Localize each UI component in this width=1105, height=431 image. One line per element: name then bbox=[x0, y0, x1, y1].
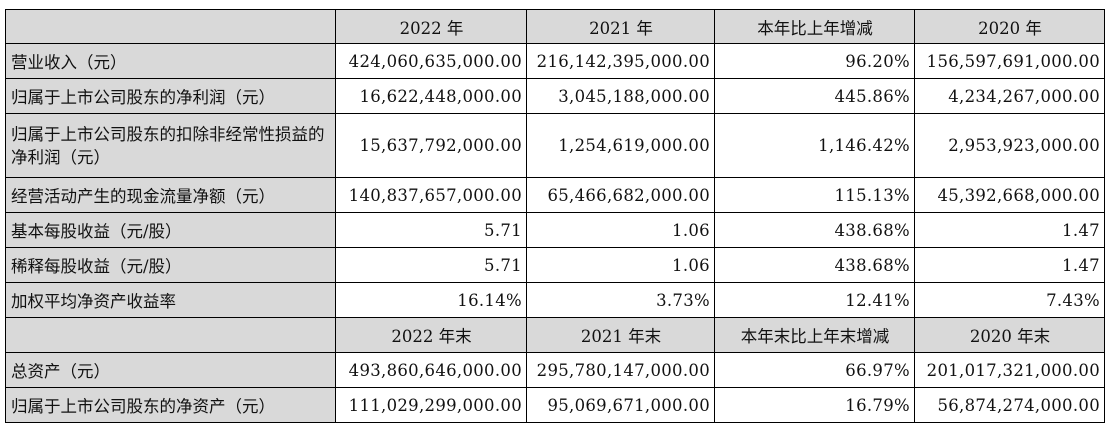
row-label: 归属于上市公司股东的净利润（元） bbox=[5, 78, 336, 114]
table-row: 营业收入（元） 424,060,635,000.00 216,142,395,0… bbox=[5, 43, 1105, 79]
column-header: 2022 年末 bbox=[335, 317, 527, 353]
cell-2021: 216,142,395,000.00 bbox=[526, 43, 715, 79]
row-label: 基本每股收益（元/股） bbox=[5, 212, 336, 248]
cell-2022: 140,837,657,000.00 bbox=[335, 177, 527, 213]
cell-2020: 1.47 bbox=[914, 247, 1105, 283]
cell-change: 96.20% bbox=[714, 43, 915, 79]
cell-2022: 5.71 bbox=[335, 247, 527, 283]
row-label: 加权平均净资产收益率 bbox=[5, 282, 336, 318]
column-header: 本年比上年增减 bbox=[714, 9, 915, 44]
row-label: 稀释每股收益（元/股） bbox=[5, 247, 336, 283]
column-header: 2021 年 bbox=[526, 9, 715, 44]
column-header: 2020 年末 bbox=[914, 317, 1105, 353]
financial-indicators-table: 2022 年 2021 年 本年比上年增减 2020 年 营业收入（元） 424… bbox=[5, 9, 1105, 423]
cell-change: 1,146.42% bbox=[714, 113, 915, 178]
column-header: 本年末比上年末增减 bbox=[714, 317, 915, 353]
cell-2020: 156,597,691,000.00 bbox=[914, 43, 1105, 79]
table-header-row: 2022 年末 2021 年末 本年末比上年末增减 2020 年末 bbox=[5, 317, 1105, 353]
row-label: 营业收入（元） bbox=[5, 43, 336, 79]
cell-2020: 45,392,668,000.00 bbox=[914, 177, 1105, 213]
table-row: 稀释每股收益（元/股） 5.71 1.06 438.68% 1.47 bbox=[5, 247, 1105, 283]
cell-2021: 3,045,188,000.00 bbox=[526, 78, 715, 114]
table-row: 加权平均净资产收益率 16.14% 3.73% 12.41% 7.43% bbox=[5, 282, 1105, 318]
cell-2020: 2,953,923,000.00 bbox=[914, 113, 1105, 178]
cell-2022: 16,622,448,000.00 bbox=[335, 78, 527, 114]
column-header: 2020 年 bbox=[914, 9, 1105, 44]
header-blank-cell bbox=[5, 9, 336, 44]
cell-2020: 4,234,267,000.00 bbox=[914, 78, 1105, 114]
cell-change: 438.68% bbox=[714, 247, 915, 283]
cell-change: 445.86% bbox=[714, 78, 915, 114]
cell-2020: 7.43% bbox=[914, 282, 1105, 318]
cell-2021: 3.73% bbox=[526, 282, 715, 318]
cell-change: 66.97% bbox=[714, 352, 915, 388]
cell-2020: 1.47 bbox=[914, 212, 1105, 248]
cell-2020-end: 56,874,274,000.00 bbox=[914, 387, 1105, 423]
cell-2021: 1,254,619,000.00 bbox=[526, 113, 715, 178]
cell-change: 16.79% bbox=[714, 387, 915, 423]
table-row: 经营活动产生的现金流量净额（元） 140,837,657,000.00 65,4… bbox=[5, 177, 1105, 213]
table-row: 归属于上市公司股东的净资产（元） 111,029,299,000.00 95,0… bbox=[5, 387, 1105, 423]
row-label: 归属于上市公司股东的扣除非经常性损益的净利润（元） bbox=[5, 113, 336, 178]
cell-2021-end: 95,069,671,000.00 bbox=[526, 387, 715, 423]
row-label: 归属于上市公司股东的净资产（元） bbox=[5, 387, 336, 423]
table-header-row: 2022 年 2021 年 本年比上年增减 2020 年 bbox=[5, 9, 1105, 44]
cell-2021: 65,466,682,000.00 bbox=[526, 177, 715, 213]
table-row: 总资产（元） 493,860,646,000.00 295,780,147,00… bbox=[5, 352, 1105, 388]
cell-2022-end: 493,860,646,000.00 bbox=[335, 352, 527, 388]
row-label: 总资产（元） bbox=[5, 352, 336, 388]
table-row: 归属于上市公司股东的扣除非经常性损益的净利润（元） 15,637,792,000… bbox=[5, 113, 1105, 178]
cell-change: 115.13% bbox=[714, 177, 915, 213]
column-header: 2022 年 bbox=[335, 9, 527, 44]
column-header: 2021 年末 bbox=[526, 317, 715, 353]
table-row: 归属于上市公司股东的净利润（元） 16,622,448,000.00 3,045… bbox=[5, 78, 1105, 114]
cell-2020-end: 201,017,321,000.00 bbox=[914, 352, 1105, 388]
cell-2022: 15,637,792,000.00 bbox=[335, 113, 527, 178]
cell-2022: 16.14% bbox=[335, 282, 527, 318]
cell-2021-end: 295,780,147,000.00 bbox=[526, 352, 715, 388]
row-label: 经营活动产生的现金流量净额（元） bbox=[5, 177, 336, 213]
table-row: 基本每股收益（元/股） 5.71 1.06 438.68% 1.47 bbox=[5, 212, 1105, 248]
cell-change: 12.41% bbox=[714, 282, 915, 318]
cell-2022: 5.71 bbox=[335, 212, 527, 248]
cell-2022-end: 111,029,299,000.00 bbox=[335, 387, 527, 423]
cell-change: 438.68% bbox=[714, 212, 915, 248]
cell-2022: 424,060,635,000.00 bbox=[335, 43, 527, 79]
cell-2021: 1.06 bbox=[526, 212, 715, 248]
header-blank-cell bbox=[5, 317, 336, 353]
cell-2021: 1.06 bbox=[526, 247, 715, 283]
